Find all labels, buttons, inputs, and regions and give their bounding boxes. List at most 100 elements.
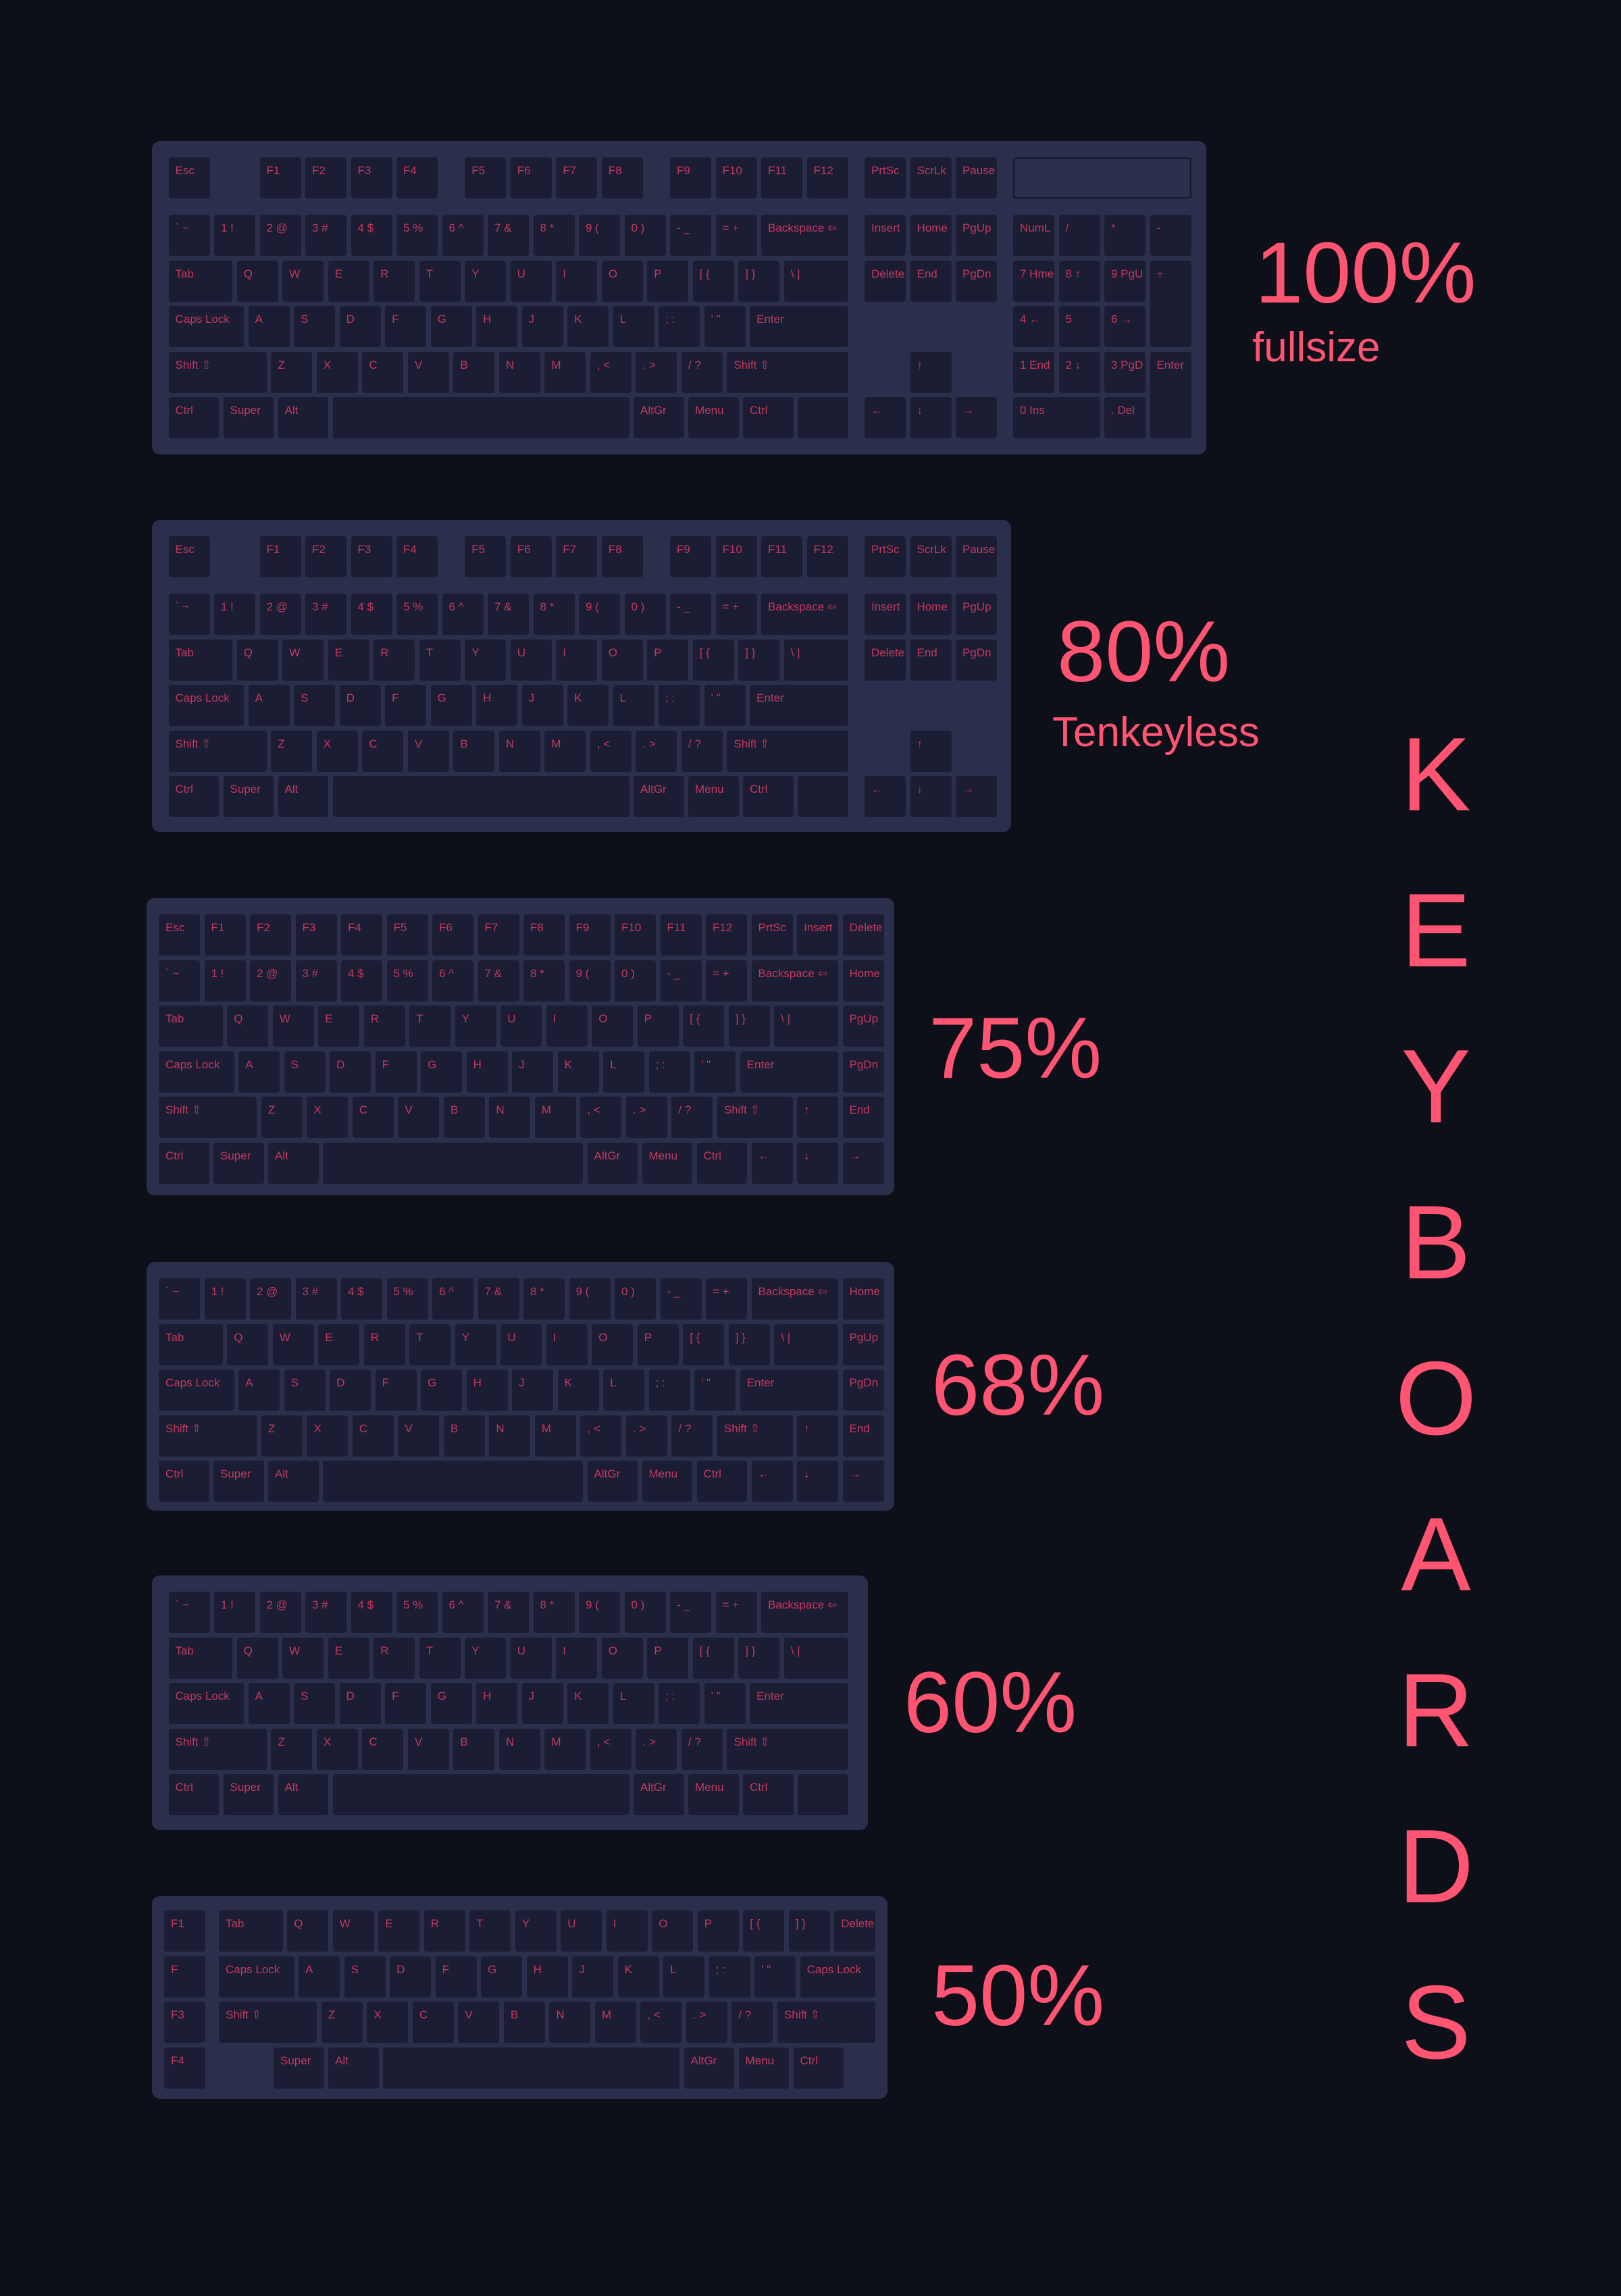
key-5: 5 % (386, 960, 428, 1001)
key-symbol: ↓ (797, 1461, 838, 1503)
key-blank (798, 397, 848, 439)
key-tab: Tab (219, 1910, 283, 1952)
key-f7: F7 (478, 914, 519, 956)
key-symbol: \ | (783, 1637, 848, 1679)
key-d: D (330, 1369, 371, 1411)
key-tab: Tab (168, 639, 233, 681)
keyboard-68: ` ~1 ! 2 @3 #4 $5 % 6 ^ 7 & 8 * 9 (0 ) - _ = + B… (147, 1262, 894, 1511)
key-j: J (512, 1369, 554, 1411)
key-symbol: ' " (694, 1051, 736, 1093)
key-i: I (556, 260, 598, 302)
size-label-75: 75% (929, 1000, 1102, 1097)
title-letter: Y (1401, 1028, 1471, 1145)
key-alt: Alt (268, 1143, 319, 1184)
key-u: U (500, 1324, 542, 1365)
key-pause: Pause (956, 536, 997, 578)
key-h: H (476, 306, 518, 348)
key-0: 0 ) (624, 1592, 666, 1634)
key-ctrl: Ctrl (743, 1774, 794, 1816)
key-esc: Esc (168, 536, 210, 578)
size-name-fullsize: fullsize (1252, 324, 1381, 371)
keyboard-fullsize: Esc F1 F2 F3 F4 F5 F6 F7 F8 F9 F10 F11 F12 PrtSc ScrLk… (152, 141, 1206, 454)
key-symbol: ] } (788, 1910, 830, 1952)
key-h: H (476, 685, 518, 727)
key-v: V (398, 1097, 440, 1139)
key-caps-lock: Caps Lock (800, 1956, 876, 1998)
key-symbol: → (842, 1461, 884, 1503)
key-symbol: ← (865, 776, 906, 818)
key-i: I (546, 1324, 588, 1365)
key-b: B (453, 351, 495, 393)
key-s: S (294, 306, 336, 348)
size-label-50: 50% (931, 1948, 1105, 2044)
key-b: B (443, 1415, 485, 1457)
key-4: 4 $ (351, 594, 392, 635)
key-symbol: \ | (774, 1006, 838, 1047)
key-ctrl: Ctrl (168, 1774, 219, 1816)
key-symbol: , < (580, 1415, 622, 1457)
key-l: L (613, 1683, 654, 1725)
key-numl: NumL (1013, 215, 1054, 257)
key-j: J (512, 1051, 554, 1093)
key-symbol: - _ (670, 594, 711, 635)
key-x: X (316, 730, 358, 772)
key-ctrl: Ctrl (743, 397, 794, 439)
key-f5: F5 (386, 914, 428, 956)
key-5: 5 % (396, 215, 438, 257)
key-f11: F11 (761, 157, 802, 199)
title-letter: S (1401, 1964, 1471, 2081)
key-symbol: ` ~ (159, 1278, 200, 1320)
key-symbol: ` ~ (168, 215, 210, 257)
key-symbol: ] } (738, 1637, 780, 1679)
key-1-end: 1 End (1013, 351, 1054, 393)
key-1: 1 ! (204, 1278, 246, 1320)
key-super: Super (223, 1774, 274, 1816)
key-symbol: ↑ (910, 351, 952, 393)
key-o: O (592, 1006, 634, 1047)
key-symbol: ← (751, 1143, 793, 1184)
key-symbol: \ | (783, 639, 848, 681)
key-shift: Shift ⇧ (168, 351, 267, 393)
key-s: S (294, 685, 336, 727)
key-0: 0 ) (615, 960, 656, 1001)
key-f7: F7 (556, 157, 598, 199)
key-x: X (367, 2002, 409, 2043)
key-symbol: / ? (681, 1728, 723, 1770)
key-symbol: [ { (692, 639, 734, 681)
key-symbol: / ? (671, 1415, 713, 1457)
key-enter: Enter (1150, 351, 1191, 439)
key-6: 6 ^ (442, 1592, 484, 1634)
key-pgdn: PgDn (956, 639, 997, 681)
key-alt: Alt (268, 1461, 319, 1503)
key-symbol: ; : (709, 1956, 750, 1998)
key-symbol: . > (686, 2002, 727, 2043)
key-4: 4 $ (351, 215, 392, 257)
key-f12: F12 (806, 536, 848, 578)
key-shift: Shift ⇧ (159, 1415, 257, 1457)
key-super: Super (223, 397, 274, 439)
key-ctrl: Ctrl (159, 1461, 209, 1503)
key-f8: F8 (523, 914, 565, 956)
key-symbol: ; : (659, 685, 700, 727)
key-e: E (328, 260, 369, 302)
key-tab: Tab (159, 1324, 223, 1365)
key-q: Q (227, 1324, 269, 1365)
key-end: End (910, 260, 952, 302)
key-q: Q (236, 1637, 278, 1679)
key-1: 1 ! (204, 960, 246, 1001)
key-6: 6 → (1104, 306, 1146, 348)
key-a: A (248, 306, 290, 348)
key-symbol: . > (625, 1097, 667, 1139)
key-f2: F2 (305, 157, 346, 199)
key-symbol: ↑ (797, 1415, 838, 1457)
key-pause: Pause (956, 157, 997, 199)
key-shift: Shift ⇧ (777, 2002, 876, 2043)
key-r: R (363, 1006, 405, 1047)
key-3: 3 # (295, 1278, 337, 1320)
key-symbol: . > (636, 1728, 677, 1770)
key-1: 1 ! (214, 594, 255, 635)
key-symbol: ↑ (910, 730, 952, 772)
key-g: G (430, 306, 472, 348)
key-prtsc: PrtSc (751, 914, 793, 956)
title-letter: O (1395, 1340, 1477, 1457)
